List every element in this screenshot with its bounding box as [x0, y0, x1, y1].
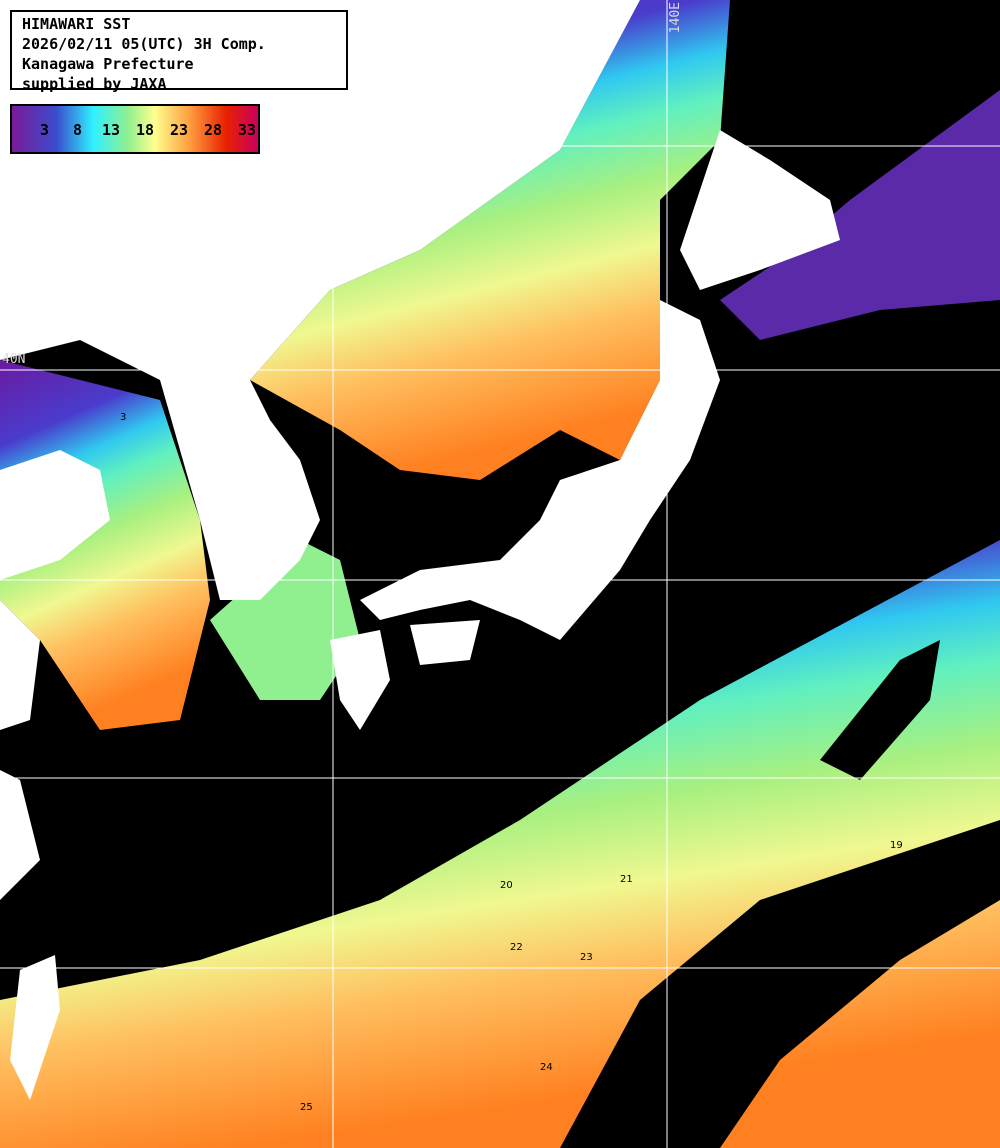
contour-label: 19: [890, 840, 903, 851]
sea-japan-sea: [250, 0, 730, 480]
land-asia: [0, 450, 110, 580]
lon-label-140e: 140E: [668, 2, 683, 34]
cloud-band: [820, 640, 940, 780]
scale-tick: 28: [204, 121, 223, 139]
land-shikoku: [410, 620, 480, 665]
scale-tick: 8: [73, 121, 83, 139]
info-box: HIMAWARI SST 2026/02/11 05(UTC) 3H Comp.…: [10, 10, 348, 93]
contour-label: 23: [580, 952, 593, 963]
contour-label: 22: [510, 942, 523, 953]
cloud-band: [560, 820, 1000, 1148]
map-credit: supplied by JAXA: [22, 75, 167, 93]
lat-label-30n: 30N: [2, 760, 26, 775]
contour-label: 25: [300, 1102, 313, 1113]
contour-label: 21: [620, 874, 633, 885]
land-korea: [160, 380, 320, 600]
land-hokkaido: [680, 130, 840, 290]
color-scale-legend: 3 8 13 18 23 28 33: [10, 104, 260, 154]
land-kyushu: [330, 630, 390, 730]
sea-okhotsk: [720, 90, 1000, 340]
map-datetime: 2026/02/11 05(UTC) 3H Comp.: [22, 35, 266, 53]
land-china-coast: [0, 600, 40, 900]
contour-label: 24: [540, 1062, 553, 1073]
land-honshu: [360, 300, 720, 640]
map-organization: Kanagawa Prefecture: [22, 55, 194, 73]
contour-label: 20: [500, 880, 513, 891]
land-taiwan: [10, 955, 60, 1100]
contour-labels: 3 19 20 21 22 23 24 25: [120, 412, 903, 1113]
scale-tick: 3: [40, 121, 50, 139]
land-manchuria: [0, 0, 640, 380]
scale-tick: 13: [102, 121, 121, 139]
scale-tick: 33: [238, 121, 257, 139]
lat-label-40n: 40N: [2, 352, 26, 367]
contour-label: 3: [120, 412, 126, 423]
scale-tick: 23: [170, 121, 189, 139]
scale-tick: 18: [136, 121, 155, 139]
map-title: HIMAWARI SST: [22, 15, 131, 33]
